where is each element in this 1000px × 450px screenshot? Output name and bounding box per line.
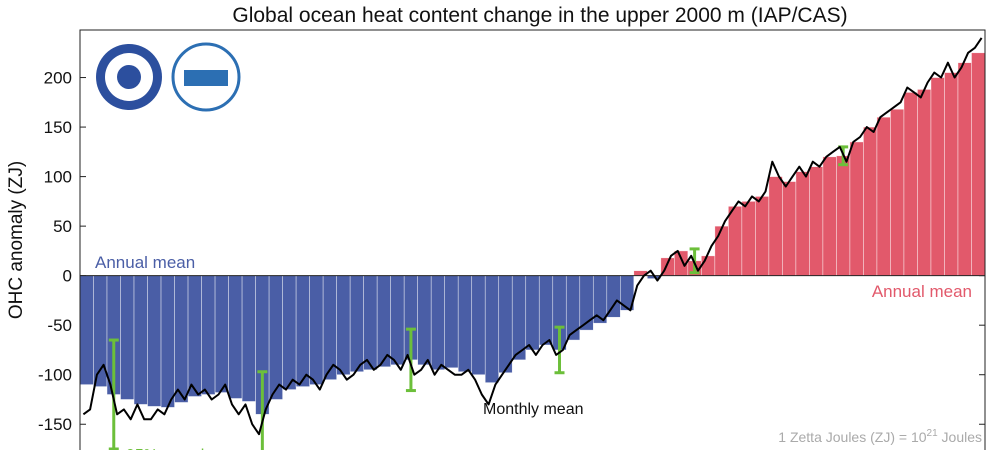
y-tick-label: 50: [53, 217, 72, 236]
y-tick-label: -100: [38, 366, 72, 385]
bar: [836, 155, 851, 276]
logos: [96, 42, 241, 112]
bar: [282, 275, 297, 390]
bar: [971, 52, 986, 276]
y-tick-label: 200: [44, 69, 72, 88]
bar: [917, 89, 932, 276]
bar: [457, 275, 473, 373]
error-bar: [108, 338, 119, 450]
bar: [430, 275, 446, 371]
bar: [741, 201, 756, 276]
bar: [147, 275, 162, 407]
bar: [525, 275, 540, 351]
bar: [565, 275, 581, 341]
bar: [349, 275, 364, 373]
unit-note: 1 Zetta Joules (ZJ) = 1021 Joules: [778, 428, 982, 445]
bar: [795, 171, 810, 276]
bar: [849, 141, 864, 276]
bar: [376, 275, 391, 368]
plot-frame: [79, 29, 986, 450]
bar: [160, 275, 175, 408]
logo-cas-center: [117, 65, 141, 89]
bar: [322, 275, 337, 380]
y-tick-label: -50: [47, 316, 72, 335]
y-tick-label: -150: [38, 415, 72, 434]
unit-text: 1 Zetta Joules (ZJ) = 10: [778, 429, 926, 445]
error-bar: [405, 327, 416, 393]
bar: [133, 275, 148, 405]
logo-iap-band: [184, 70, 228, 86]
error-bar: [689, 247, 700, 275]
bar: [701, 255, 716, 276]
annotation: 95% error bar: [126, 447, 224, 450]
monthly-line: [82, 37, 983, 436]
error-bar: [257, 370, 268, 450]
y-tick-label: 150: [44, 118, 72, 137]
bar: [417, 275, 432, 366]
bar: [768, 176, 783, 276]
bar: [957, 62, 972, 276]
bar: [809, 166, 824, 276]
bar: [876, 116, 891, 276]
unit-sup: 21: [927, 428, 939, 439]
bar: [755, 196, 770, 276]
bar: [903, 92, 918, 276]
y-tick-label: 0: [63, 267, 72, 286]
bar: [187, 275, 202, 397]
bar: [944, 72, 959, 276]
annotation: Monthly mean: [483, 401, 584, 418]
bar: [511, 275, 527, 361]
bar: [390, 275, 405, 366]
bar: [538, 275, 554, 346]
bar: [714, 225, 729, 276]
bar: [336, 275, 351, 376]
annotation: Annual mean: [872, 282, 972, 301]
bar: [228, 275, 243, 399]
bar: [471, 275, 486, 376]
bar: [309, 275, 324, 385]
bar: [295, 275, 310, 387]
bar: [201, 275, 216, 395]
y-tick-label: 100: [44, 168, 72, 187]
bar: [863, 126, 878, 276]
bar: [782, 181, 797, 276]
annotation: Annual mean: [95, 253, 195, 272]
bar: [241, 275, 256, 402]
bar: [120, 275, 135, 400]
bar: [174, 275, 189, 403]
bar: [363, 275, 378, 371]
chart-title: Global ocean heat content change in the …: [232, 4, 847, 27]
error-bar: [554, 325, 565, 375]
y-axis-label: OHC anomaly (ZJ): [6, 161, 27, 319]
unit-tail: Joules: [938, 429, 982, 445]
bar: [498, 275, 513, 374]
bar: [890, 108, 905, 276]
bar: [484, 275, 500, 383]
bar: [268, 275, 283, 400]
bar: [79, 275, 94, 385]
bar: [930, 77, 945, 276]
bar: [444, 275, 459, 369]
bar: [214, 275, 229, 393]
bar: [728, 206, 743, 276]
bar: [822, 156, 837, 276]
